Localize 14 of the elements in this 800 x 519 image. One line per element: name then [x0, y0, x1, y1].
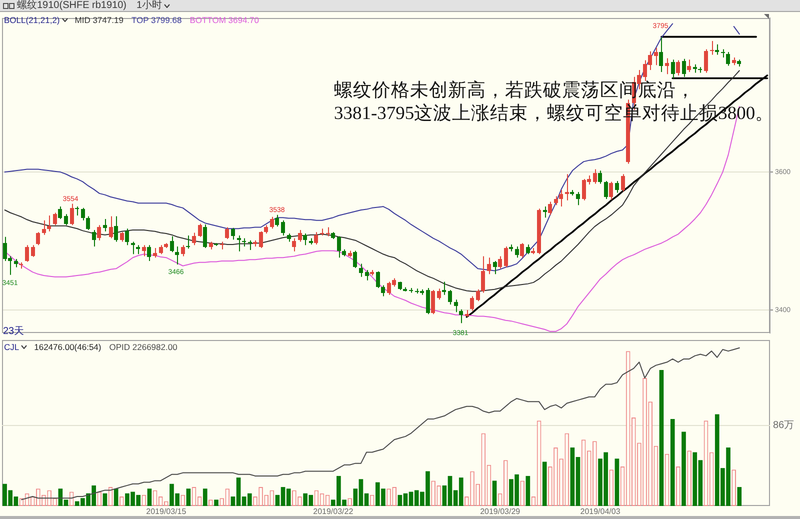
legend-label: MID 3747.19	[74, 15, 124, 25]
x-tick-label: 2019/03/22	[313, 507, 354, 516]
legend-title: BOLL(21,21,2)	[4, 15, 60, 25]
annotation: 162476.00(46:54)	[34, 342, 102, 352]
x-tick-label: 2019/03/15	[146, 507, 187, 516]
x-tick-label: 2019/04/03	[580, 507, 621, 516]
text: TOP 3799.68	[131, 15, 182, 25]
legend-title: CJL	[4, 342, 20, 352]
x-tick-label: 2019/03/29	[480, 507, 521, 516]
annotation: 23天	[3, 326, 24, 337]
text: 86万	[773, 420, 794, 431]
chart-title: 螺纹1910(SHFE rb1910)	[17, 0, 126, 11]
chart-subtitle: 1小时	[136, 0, 162, 11]
text: OPID 2266982.00	[109, 342, 178, 352]
